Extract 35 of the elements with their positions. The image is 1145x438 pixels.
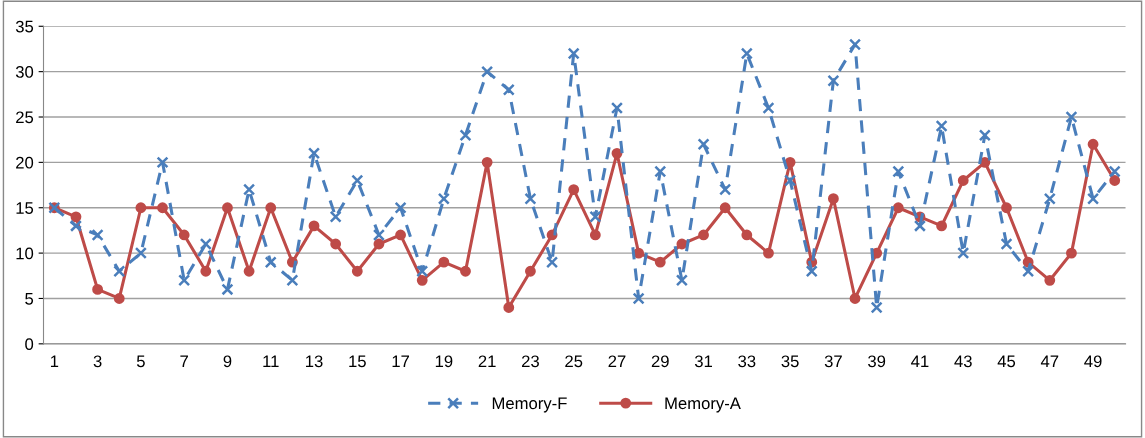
x-tick-label: 1 (50, 355, 59, 368)
x-tick-label: 47 (1040, 355, 1059, 368)
x-tick-label: 25 (565, 355, 583, 368)
y-tick-label: 25 (16, 111, 34, 124)
x-tick-label: 15 (349, 355, 366, 368)
x-tick-label: 27 (608, 355, 626, 368)
x-tick-label: 9 (223, 355, 232, 368)
x-tick-label: 5 (136, 355, 145, 368)
x-tick-label: 43 (954, 355, 972, 368)
x-tick-label: 17 (392, 355, 410, 368)
y-tick-label: 10 (16, 247, 34, 260)
y-tick-label: 15 (16, 202, 34, 214)
x-tick-label: 23 (521, 355, 539, 368)
y-tick-label: 35 (15, 20, 34, 33)
legend-label: Memory-A (665, 397, 741, 413)
y-tick-label: 20 (16, 156, 34, 169)
y-tick-label: 30 (15, 66, 34, 78)
x-tick-label: 37 (824, 355, 842, 368)
x-tick-label: 21 (478, 355, 496, 368)
x-tick-label: 35 (781, 355, 799, 368)
x-tick-label: 39 (868, 355, 886, 368)
x-tick-label: 7 (180, 355, 188, 368)
x-tick-label: 11 (263, 355, 279, 368)
y-tick-label: 5 (25, 293, 34, 305)
x-tick-label: 33 (738, 355, 756, 368)
x-tick-label: 41 (911, 355, 929, 368)
x-tick-label: 49 (1084, 355, 1102, 368)
x-tick-label: 45 (997, 355, 1016, 368)
x-tick-label: 31 (694, 355, 712, 368)
y-tick-label: 0 (25, 338, 34, 351)
x-tick-label: 29 (651, 355, 669, 368)
legend-label: Memory-F (492, 397, 567, 413)
x-tick-label: 13 (306, 355, 323, 368)
x-tick-label: 19 (435, 355, 453, 368)
x-tick-label: 3 (93, 355, 102, 368)
